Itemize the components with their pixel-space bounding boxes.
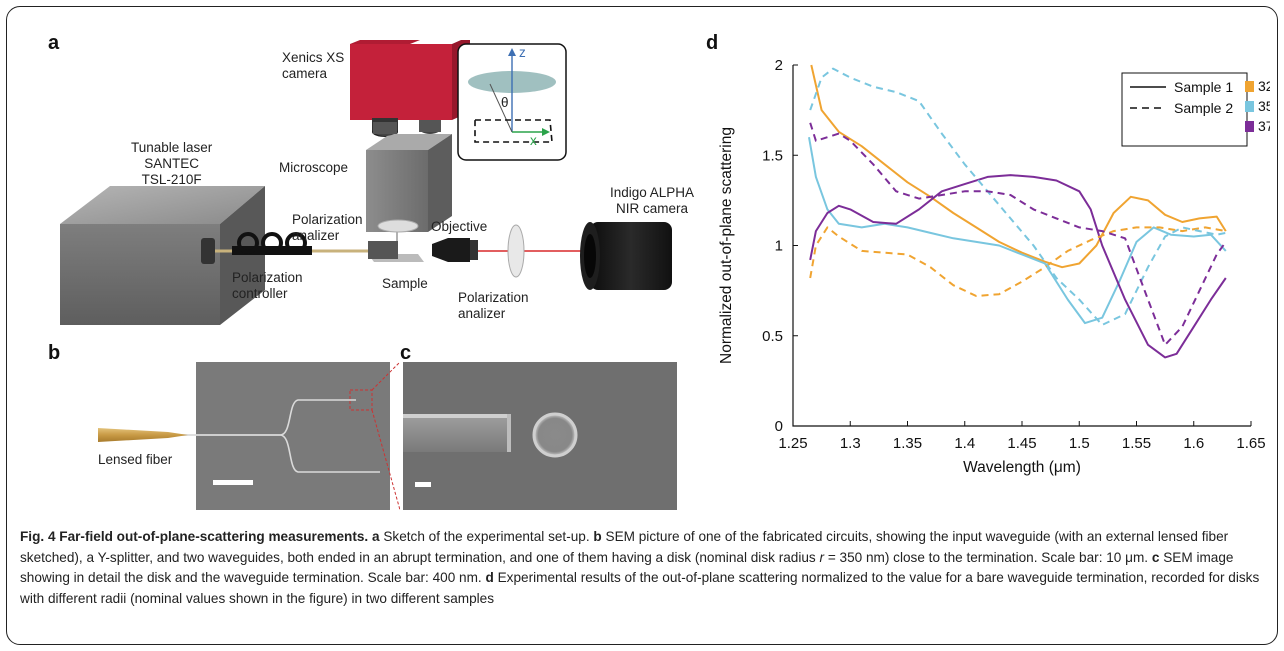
scattering-chart: 1.25 1.3 1.35 1.4 1.45 1.5 1.55 1.6 1.65 0 0.5 1 1.5… — [718, 57, 1270, 476]
polarization-analizer-bottom — [507, 224, 525, 278]
polarization-controller-label: Polarization controller — [232, 270, 303, 301]
microscope-label: Microscope — [279, 160, 349, 175]
sample — [368, 241, 424, 262]
objective-label: Objective — [431, 219, 488, 234]
caption-r-symbol: r — [819, 549, 825, 565]
x-tick-label: 1.4 — [954, 435, 975, 452]
legend-style-label: Sample 2 — [1174, 100, 1233, 116]
legend-color-label: 375 nm — [1258, 118, 1270, 134]
microscope — [366, 120, 452, 262]
tunable-laser-box — [60, 186, 265, 325]
figure-frame — [6, 6, 1278, 645]
y-tick-label: 0 — [775, 418, 783, 435]
caption-b-text2: = 350 nm) close to the termination. Scal… — [827, 549, 1149, 565]
setup-illustration — [60, 40, 672, 325]
figure-caption: Fig. 4 Far-field out-of-plane-scattering… — [20, 527, 1264, 609]
x-tick-label: 1.65 — [1236, 435, 1265, 452]
scale-bar-c — [415, 482, 431, 487]
coordinate-inset — [457, 43, 567, 161]
caption-d-label: d — [485, 570, 494, 586]
x-tick-label: 1.55 — [1122, 435, 1151, 452]
caption-a-label: a — [372, 529, 380, 544]
tunable-laser-label: Tunable laser SANTEC TSL-210F — [131, 140, 213, 187]
polarization-controller — [232, 232, 312, 255]
legend-color-swatch — [1245, 101, 1254, 112]
xenics-camera-label: Xenics XS camera — [282, 50, 345, 81]
panel-label-c: c — [400, 342, 412, 364]
sample-label: Sample — [382, 276, 428, 291]
x-tick-label: 1.45 — [1007, 435, 1036, 452]
x-axis-label: Wavelength (μm) — [963, 459, 1081, 476]
caption-b-label: b — [593, 529, 602, 544]
panel-label-b: b — [48, 342, 61, 364]
series-line — [810, 64, 1227, 269]
objective — [432, 238, 478, 262]
y-tick-label: 1 — [775, 238, 783, 255]
caption-b-text: SEM picture of one of the fabricated cir… — [20, 529, 1229, 565]
legend-style-label: Sample 1 — [1174, 79, 1233, 95]
x-tick-label: 1.6 — [1183, 435, 1204, 452]
caption-c-text: SEM image showing in detail the disk and… — [20, 549, 1234, 586]
caption-d-text: Experimental results of the out-of-plane… — [20, 570, 1260, 606]
x-tick-label: 1.3 — [840, 435, 861, 452]
xenics-camera — [350, 40, 470, 137]
indigo-camera-label: Indigo ALPHA NIR camera — [610, 185, 695, 216]
y-tick-label: 0.5 — [762, 328, 783, 345]
y-tick-label: 1.5 — [762, 147, 783, 164]
polarization-analizer-top-label: Polarization analizer — [292, 212, 363, 243]
polarization-analizer-top — [377, 219, 419, 233]
scale-bar-b — [213, 480, 253, 485]
sem-image-c — [403, 362, 677, 510]
series-line — [809, 122, 1227, 346]
caption-c-label: c — [1151, 549, 1160, 565]
lensed-fiber — [98, 428, 188, 442]
inset-theta-label: θ — [501, 95, 509, 110]
legend-box — [1121, 72, 1248, 147]
y-tick-label: 2 — [775, 57, 783, 74]
x-tick-label: 1.25 — [778, 435, 807, 452]
series-line — [809, 226, 1226, 297]
legend-color-swatch — [1245, 81, 1254, 92]
series-line — [809, 67, 1226, 326]
caption-a-text: Sketch of the experimental set-up. — [383, 529, 590, 544]
x-tick-label: 1.35 — [893, 435, 922, 452]
x-tick-label: 1.5 — [1069, 435, 1090, 452]
polarization-analizer-bottom-label: Polarization analizer — [458, 290, 529, 321]
indigo-camera — [580, 222, 672, 290]
series-line — [809, 174, 1227, 359]
caption-title: Fig. 4 Far-field out-of-plane-scattering… — [20, 529, 369, 544]
series-line — [808, 137, 1227, 325]
inset-z-label: z — [519, 45, 526, 60]
lensed-fiber-label: Lensed fiber — [98, 452, 173, 467]
legend-color-label: 325 nm — [1258, 78, 1270, 94]
sem-image-b — [98, 362, 400, 510]
inset-x-label: x — [530, 133, 537, 148]
y-axis-label: Normalized out-of-plane scattering — [718, 127, 735, 364]
legend-color-label: 350 nm — [1258, 98, 1270, 114]
panel-label-d: d — [706, 32, 719, 54]
legend-color-swatch — [1245, 121, 1254, 132]
panel-label-a: a — [48, 32, 60, 54]
